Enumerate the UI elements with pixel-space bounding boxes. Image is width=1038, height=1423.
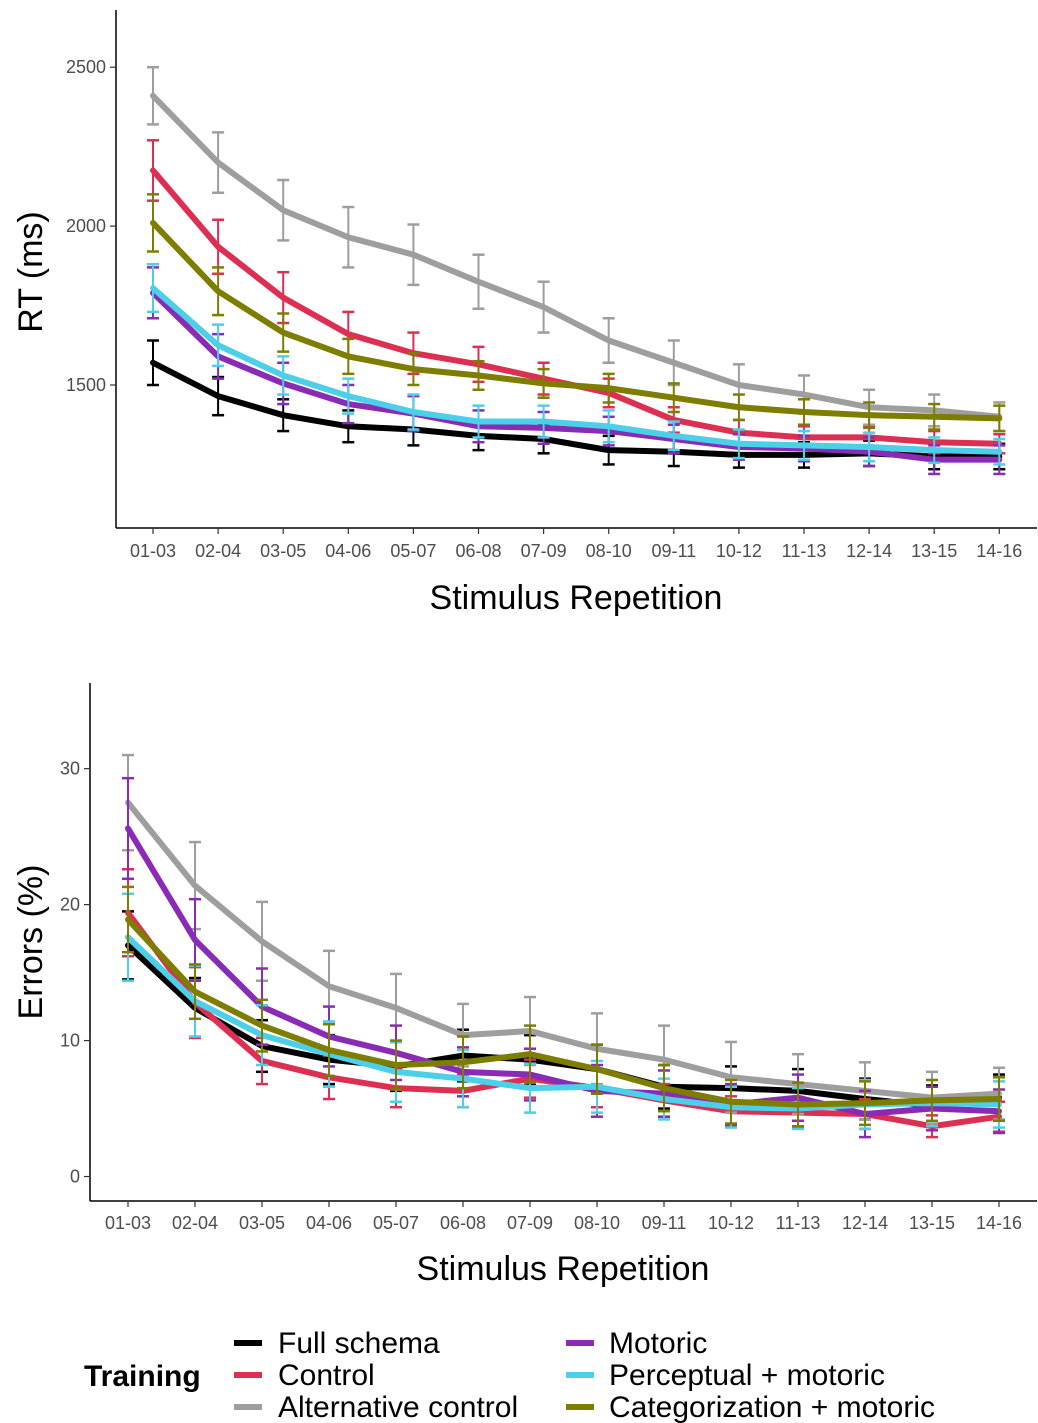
rt-x-tick-label: 13-15 [911,541,957,561]
errors-x-ticks: 01-03 02-04 03-05 04-06 05-07 06-08 07-09 08-10… [105,1201,1022,1233]
errors-series-6 [122,885,1005,1128]
errors-x-tick-label: 14-16 [976,1213,1022,1233]
rt-y-tick-label: 2000 [66,216,106,236]
errors-y-tick-label: 10 [60,1031,80,1051]
rt-x-tick-label: 11-13 [782,541,827,561]
errors-y-ticks: 0 10 20 30 [60,759,90,1187]
errors-series-4 [122,776,1005,1139]
rt-y-axis-title: RT (ms) [12,211,50,333]
rt-x-tick-label: 12-14 [846,541,892,561]
errors-series-line [125,916,1002,1108]
errors-series-line [125,799,1002,1101]
rt-series-3 [147,65,1006,433]
legend-label: Control [278,1359,375,1392]
rt-x-tick-label: 03-05 [260,541,306,561]
rt-series-line [150,92,1003,420]
rt-x-tick-label: 02-04 [195,541,241,561]
legend-item: Motoric [566,1327,707,1360]
errors-x-tick-label: 05-07 [373,1213,419,1233]
legend-item: Full schema [234,1327,440,1360]
rt-x-tick-label: 01-03 [130,541,176,561]
rt-x-tick-label: 04-06 [325,541,371,561]
rt-x-tick-label: 05-07 [390,541,436,561]
legend-label: Alternative control [278,1391,518,1423]
rt-series-line [150,219,1003,422]
errors-x-tick-label: 12-14 [842,1213,888,1233]
errors-x-tick-label: 07-09 [507,1213,553,1233]
rt-x-tick-label: 06-08 [455,541,501,561]
rt-series-6 [147,193,1006,433]
errors-x-tick-label: 06-08 [440,1213,486,1233]
rt-x-tick-label: 10-12 [716,541,762,561]
errors-x-tick-label: 10-12 [708,1213,754,1233]
legend-item: Control [234,1359,375,1392]
legend-label: Categorization + motoric [609,1391,935,1423]
errors-x-tick-label: 09-11 [642,1213,687,1233]
errors-series-3 [122,753,1005,1125]
rt-y-ticks: 1500 2000 2500 [66,57,116,395]
errors-plot-area [122,753,1005,1139]
legend: Training Full schema Control Alternative… [84,1327,935,1423]
errors-x-tick-label: 02-04 [172,1213,218,1233]
errors-y-tick-label: 30 [60,759,80,779]
errors-x-tick-label: 11-13 [776,1213,821,1233]
rt-series-line [150,285,1003,455]
rt-x-tick-label: 08-10 [586,541,632,561]
legend-label: Perceptual + motoric [609,1359,885,1392]
errors-series-line [125,825,1002,1117]
errors-x-tick-label: 04-06 [306,1213,352,1233]
rt-x-axis-title: Stimulus Repetition [430,579,723,617]
errors-y-axis-title: Errors (%) [12,865,50,1020]
errors-y-tick-label: 20 [60,895,80,915]
rt-y-tick-label: 1500 [66,375,106,395]
legend-label: Full schema [278,1327,440,1360]
rt-x-tick-label: 07-09 [521,541,567,561]
errors-x-tick-label: 08-10 [574,1213,620,1233]
rt-x-tick-label: 09-11 [651,541,696,561]
errors-panel: 0 10 20 30 01-03 02-04 03-05 04-06 05-07 06-08 07… [12,683,1037,1288]
rt-series-5 [147,262,1006,466]
legend-title: Training [84,1360,201,1393]
errors-x-tick-label: 13-15 [909,1213,955,1233]
rt-series-line [150,289,1003,463]
rt-panel: 1500 2000 2500 01-03 02-04 03-05 04-06 05-07 06… [12,10,1037,617]
rt-x-tick-label: 14-16 [976,541,1022,561]
errors-x-tick-label: 03-05 [239,1213,285,1233]
errors-x-tick-label: 01-03 [105,1213,151,1233]
rt-x-ticks: 01-03 02-04 03-05 04-06 05-07 06-08 07-09 08-10… [130,528,1022,561]
legend-item: Categorization + motoric [566,1391,935,1423]
rt-plot-area [147,65,1006,476]
legend-label: Motoric [609,1327,707,1360]
errors-x-axis-title: Stimulus Repetition [417,1250,710,1288]
rt-y-tick-label: 2500 [66,57,106,77]
legend-item: Perceptual + motoric [566,1359,885,1392]
legend-item: Alternative control [234,1391,518,1423]
errors-y-tick-label: 0 [70,1167,80,1187]
